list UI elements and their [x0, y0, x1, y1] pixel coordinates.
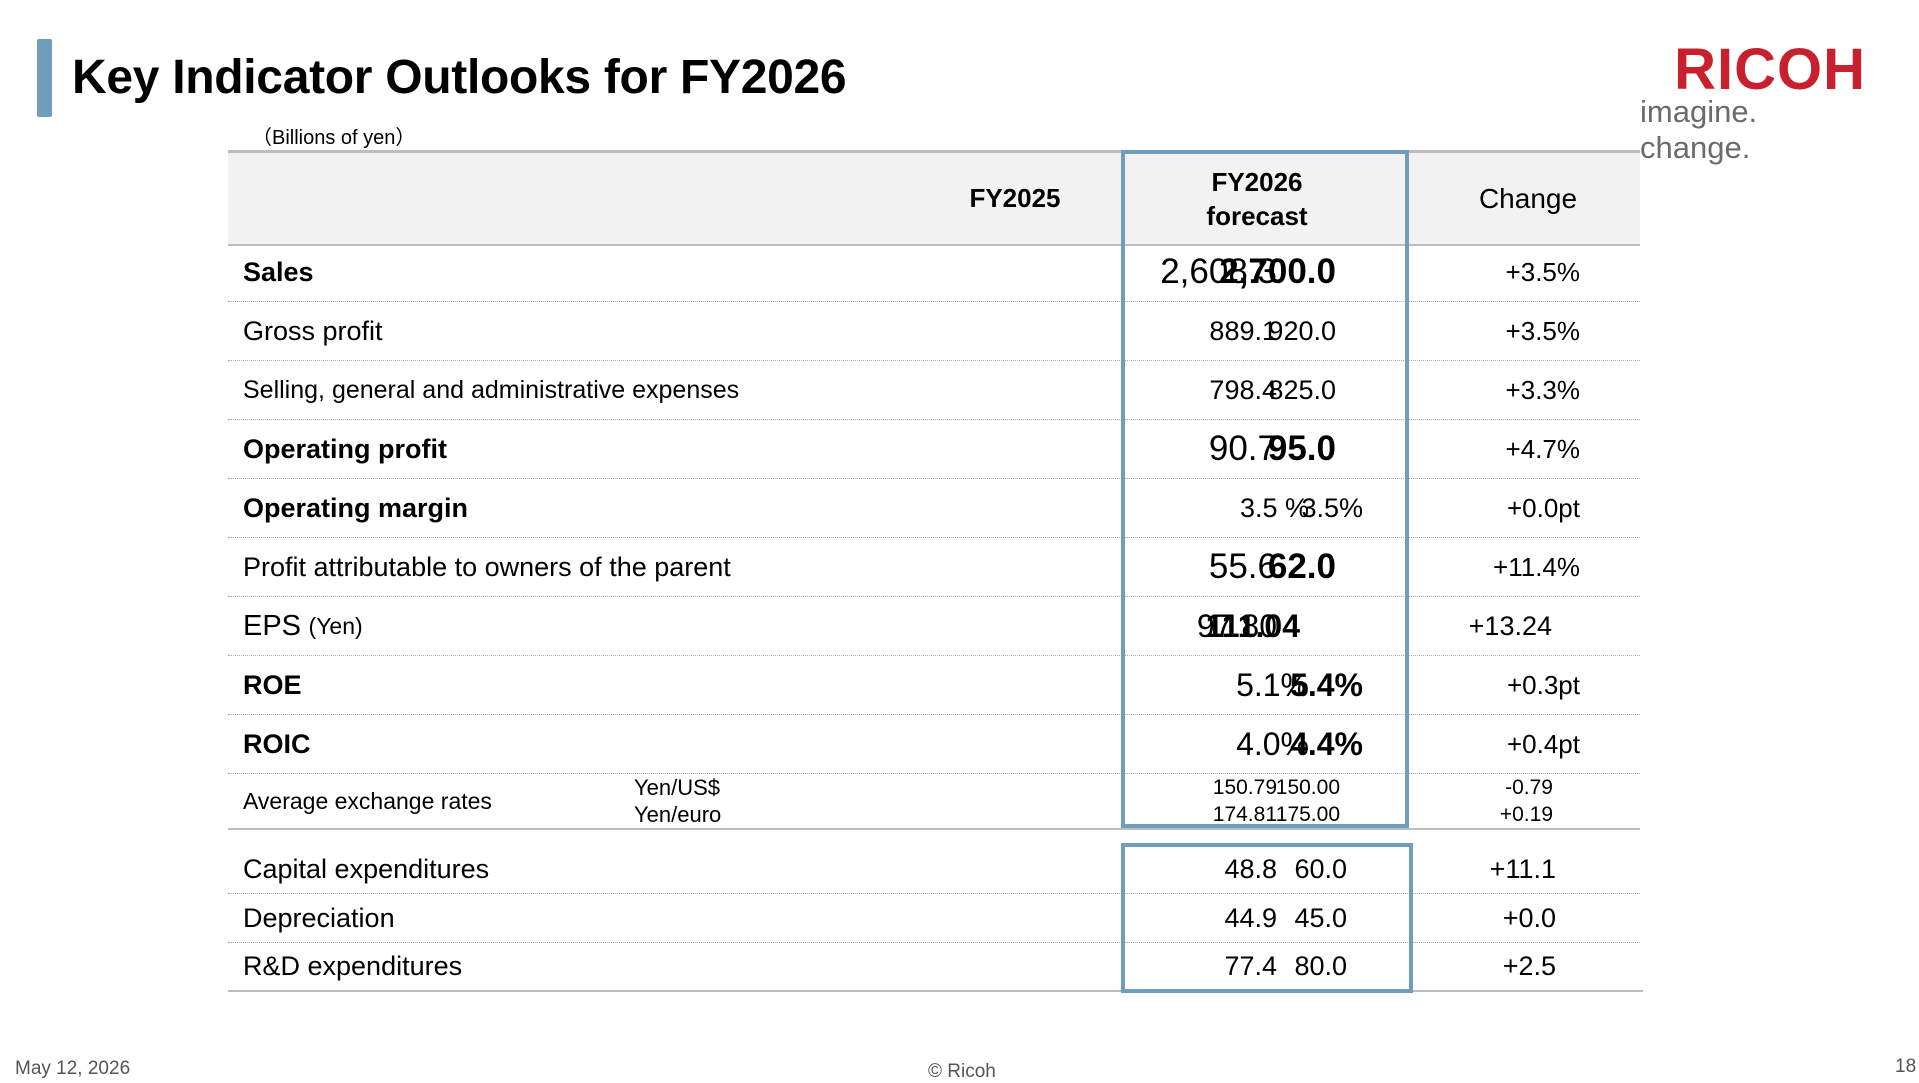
table-row: Profit attributable to owners of the par…: [228, 538, 1640, 597]
row-label: ROIC: [243, 728, 311, 759]
fx-usd-fy2025: 150.79: [1212, 775, 1277, 799]
change-value: +0.0: [1502, 902, 1556, 933]
change-value: +2.5: [1502, 951, 1556, 981]
fy2026-value: 80.0: [1294, 951, 1347, 981]
unit-note: （Billions of yen）: [252, 127, 416, 149]
change-value: +13.24: [1468, 610, 1552, 641]
change-value: +0.0pt: [1506, 492, 1580, 523]
row-label: Operating profit: [243, 433, 447, 464]
page-title: Key Indicator Outlooks for FY2026: [72, 51, 847, 104]
change-value: +0.4pt: [1506, 728, 1580, 759]
fx-eur-label: Yen/euro: [634, 801, 722, 827]
header-change: Change: [1478, 182, 1578, 214]
row-label: Capital expenditures: [243, 853, 490, 884]
table-header: FY2025 FY2026 forecast Change: [228, 150, 1640, 246]
table-bottom-rule: [228, 990, 1643, 992]
ricoh-logo: RICOH imagine. change.: [1640, 36, 1876, 165]
table-row: EPS (Yen) 97.80 111.04 +13.24: [228, 597, 1640, 656]
fy2025-value: 90.7: [1208, 429, 1277, 468]
fy2025-value: 5.1%: [1236, 666, 1309, 703]
fy2026-value: 60.0: [1294, 853, 1347, 884]
fy2026-value: 5.4%: [1290, 666, 1363, 703]
fx-eur-fy2026: 175.00: [1275, 802, 1340, 826]
forecast-highlight-box: [1121, 150, 1409, 828]
change-value: +3.5%: [1505, 315, 1580, 346]
fy2025-value: 44.9: [1224, 902, 1277, 933]
fx-usd-change: -0.79: [1505, 775, 1553, 799]
fy2026-value: 62.0: [1267, 547, 1336, 586]
fy2025-value: 48.8: [1224, 853, 1277, 884]
fy2025-value: 77.4: [1224, 951, 1277, 981]
fy2026-value: 95.0: [1267, 429, 1336, 468]
table-row: Capital expenditures 48.8 60.0 +11.1: [228, 845, 1640, 894]
change-value: +3.5%: [1505, 256, 1580, 287]
footer-date: May 12, 2026: [15, 1058, 131, 1079]
page-number: 18: [1895, 1056, 1917, 1077]
row-label: ROE: [243, 669, 302, 700]
change-value: +11.1: [1489, 853, 1556, 884]
row-label: Operating margin: [243, 492, 469, 523]
fy2025-value: 889.1: [1209, 315, 1277, 346]
fy2026-value: 825.0: [1268, 374, 1336, 405]
fy2025-value: 97.80: [1196, 607, 1277, 644]
fy2025-value: 55.6: [1208, 547, 1277, 586]
fy2026-value: 45.0: [1294, 902, 1347, 933]
table-row: ROE 5.1% 5.4% +0.3pt: [228, 656, 1640, 715]
fy2026-value: 2,700.0: [1219, 252, 1336, 291]
row-label: Depreciation: [243, 902, 395, 933]
row-label: Profit attributable to owners of the par…: [243, 551, 731, 582]
fy2025-value: 798.4: [1209, 374, 1277, 405]
table-row: R&D expenditures 77.4 80.0 +2.5: [228, 943, 1640, 990]
fy2026-value: 111.04: [1205, 607, 1300, 644]
fy2025-value: 2,608.3: [1160, 252, 1277, 291]
fx-eur-change: +0.19: [1499, 802, 1553, 826]
capex-forecast-highlight-box: [1121, 843, 1413, 993]
fx-row: Average exchange rates Yen/US$ Yen/euro …: [228, 774, 1640, 828]
fy2026-value: 920.0: [1268, 315, 1336, 346]
header-fy2025: FY2025: [969, 183, 1061, 213]
row-label: Gross profit: [243, 315, 383, 346]
table-row: Gross profit 889.1 920.0 +3.5%: [228, 302, 1640, 361]
change-value: +0.3pt: [1506, 669, 1580, 700]
fy2026-value: 3.5%: [1301, 492, 1363, 523]
fy2025-value: 3.5 %: [1239, 492, 1309, 523]
fy2025-value: 4.0%: [1236, 725, 1309, 762]
row-label: EPS (Yen): [243, 609, 363, 642]
table-row: ROIC 4.0% 4.4% +0.4pt: [228, 715, 1640, 774]
table-row: Sales 2,608.3 2,700.0 +3.5%: [228, 243, 1640, 302]
row-label: Selling, general and administrative expe…: [243, 375, 740, 404]
header-fy2026-forecast: FY2026 forecast: [1206, 166, 1308, 231]
logo-wordmark: RICOH: [1674, 37, 1866, 102]
section-divider: [228, 828, 1640, 830]
table-row: Operating profit 90.7 95.0 +4.7%: [228, 420, 1640, 479]
title-accent-bar: [37, 39, 52, 117]
fx-usd-fy2026: 150.00: [1275, 775, 1340, 799]
table-row: Depreciation 44.9 45.0 +0.0: [228, 894, 1640, 943]
change-value: +4.7%: [1505, 433, 1580, 464]
row-label: Sales: [243, 256, 314, 287]
fx-eur-fy2025: 174.81: [1212, 802, 1277, 826]
table-row: Operating margin 3.5 % 3.5% +0.0pt: [228, 479, 1640, 538]
fx-usd-label: Yen/US$: [634, 774, 721, 800]
footer-copyright: © Ricoh: [928, 1061, 996, 1082]
row-label: R&D expenditures: [243, 951, 463, 981]
table-row: Selling, general and administrative expe…: [228, 361, 1640, 420]
change-value: +11.4%: [1493, 551, 1580, 582]
fy2026-value: 4.4%: [1290, 725, 1363, 762]
fx-label: Average exchange rates: [243, 787, 492, 814]
change-value: +3.3%: [1505, 374, 1580, 405]
logo-tagline: imagine. change.: [1640, 94, 1758, 165]
